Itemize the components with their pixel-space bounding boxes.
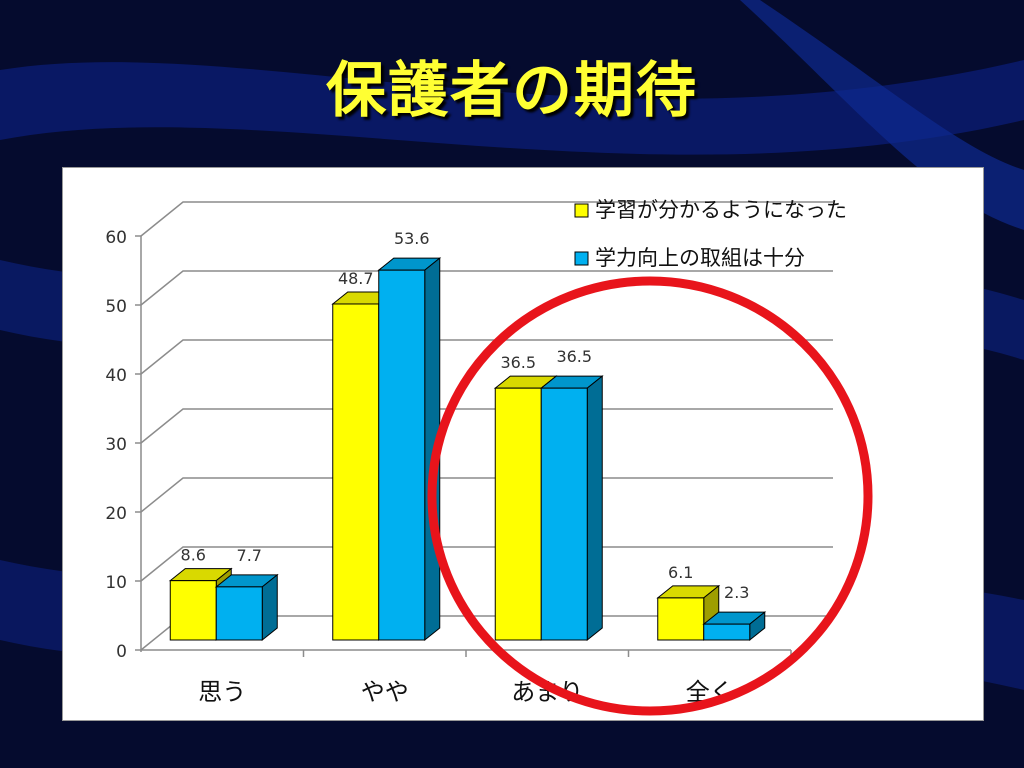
y-tick-label: 60 [105,228,127,248]
y-tick-label: 50 [105,297,127,317]
slide-title: 保護者の期待 [326,56,698,126]
gridline [140,270,833,306]
legend-label: 学力向上の取組は十分 [595,246,805,270]
bar-front-face [169,580,217,641]
chart-panel: 0 10 20 30 40 50 60 8.6 7.7 思う 48.7 53.6 やや 36.5 36.5 あ… [62,167,984,721]
bar-side-face [586,375,603,642]
x-category-label: 思う [198,678,246,706]
gridline [140,339,833,375]
bar-chart: 0 10 20 30 40 50 60 8.6 7.7 思う 48.7 53.6 やや 36.5 36.5 あ… [105,198,847,706]
x-category-label: やや [361,678,409,706]
data-label: 53.6 [394,229,430,248]
gridline [140,408,833,444]
legend-swatch [574,203,589,218]
bar-front-face [494,387,542,641]
bar-2 [377,257,442,642]
gridline [140,201,833,237]
bar-2 [539,375,604,642]
y-tick-label: 30 [105,435,127,455]
y-tick-label: 0 [116,642,127,662]
bar-front-face [657,597,705,641]
bar-front-face [540,387,588,641]
y-tick-label: 20 [105,504,127,524]
data-label: 7.7 [237,546,262,565]
x-category-label: あまり [511,678,583,706]
bar-front-face [332,303,380,641]
bar-front-face [215,586,263,641]
bar-2 [702,611,767,642]
data-label: 48.7 [338,269,374,288]
bar-side-face [424,257,441,642]
y-tick-label: 40 [105,366,127,386]
bar-side-face [261,573,278,642]
data-label: 36.5 [556,347,592,366]
data-label: 8.6 [181,546,206,565]
bar-2 [214,573,279,642]
bar-front-face [703,623,751,641]
data-label: 6.1 [668,563,693,582]
legend-swatch [574,251,589,266]
data-label: 2.3 [724,583,749,602]
gridline [140,477,833,513]
y-tick-label: 10 [105,573,127,593]
legend-label: 学習が分かるようになった [595,198,847,222]
data-label: 36.5 [500,353,536,372]
bar-front-face [378,269,426,641]
x-category-label: 全く [686,678,734,706]
